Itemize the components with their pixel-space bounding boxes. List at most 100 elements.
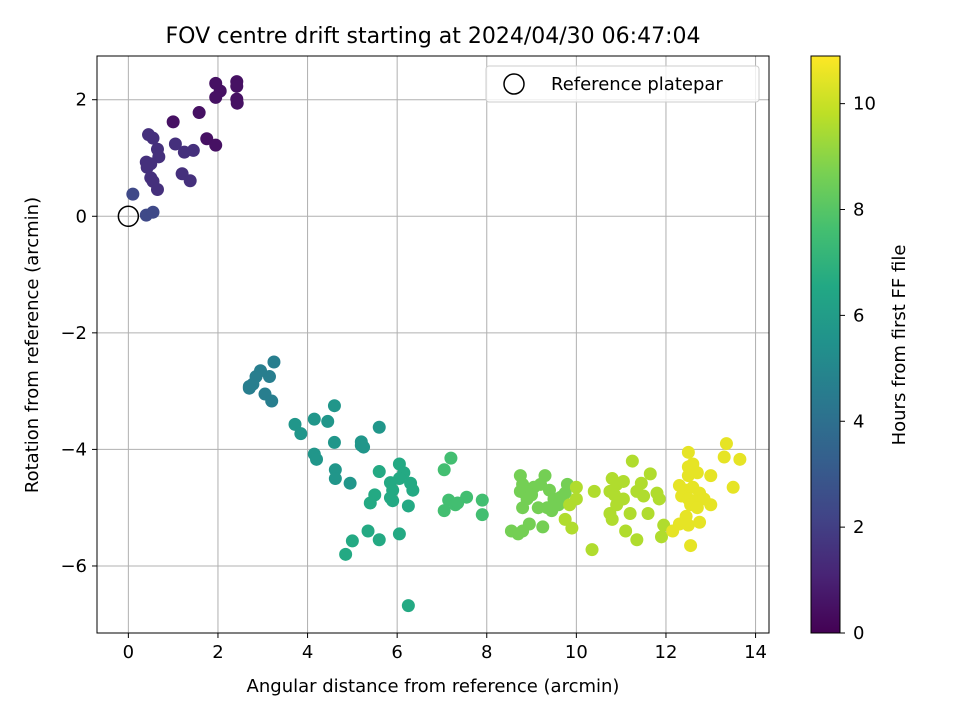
scatter-point [150,182,164,196]
y-tick-label: 2 [76,90,87,111]
scatter-point [565,521,579,535]
y-axis-ticks: 2 0 −2 −4 −6 [60,90,97,577]
x-tick-label: 14 [744,642,767,663]
scatter-point [327,399,341,413]
scatter-point [690,501,704,515]
scatter-point [587,484,601,498]
scatter-point [444,451,458,465]
scatter-point [166,115,180,129]
scatter-point [230,96,244,110]
scatter-point [637,489,651,503]
scatter-point [310,452,324,466]
y-tick-label: −2 [60,323,87,344]
colorbar-tick-label: 8 [853,200,864,221]
scatter-point [372,420,386,434]
scatter-point [726,480,740,494]
colorbar-tick-label: 10 [853,94,876,115]
legend-label-reference: Reference platepar [551,74,723,95]
scatter-point [146,205,160,219]
scatter-point [401,599,415,613]
scatter-point [554,490,568,504]
x-tick-label: 4 [302,642,313,663]
scatter-point [733,452,747,466]
scatter-point [643,467,657,481]
scatter-point [625,454,639,468]
scatter-point [140,160,154,174]
colorbar-tick-label: 4 [853,411,864,432]
x-axis-label: Angular distance from reference (arcmin) [247,676,620,697]
scatter-point [307,412,321,426]
scatter-point [288,417,302,431]
y-tick-label: 0 [76,206,87,227]
scatter-point [265,394,279,408]
scatter-point [475,508,489,522]
scatter-point [684,539,698,553]
colorbar-tick-label: 0 [853,623,864,644]
scatter-point [634,476,648,490]
y-tick-label: −6 [60,556,87,577]
x-tick-label: 2 [212,642,223,663]
scatter-point [522,517,536,531]
scatter-point [406,483,420,497]
scatter-point [294,427,308,441]
colorbar-tick-label: 6 [853,305,864,326]
x-tick-label: 0 [123,642,134,663]
colorbar-label: Hours from first FF file [889,245,910,446]
scatter-point [681,518,695,532]
scatter-point [585,543,599,557]
scatter-point [610,498,624,512]
scatter-point [536,520,550,534]
scatter-point [603,484,617,498]
scatter-point [401,499,415,513]
y-axis-label: Rotation from reference (arcmin) [22,197,43,493]
scatter-point [209,138,223,152]
scatter-point [183,174,197,188]
plot-frame [96,55,770,634]
scatter-point [451,496,465,510]
scatter-point [328,472,342,486]
scatter-point [531,501,545,515]
scatter-point [186,143,200,157]
scatter-point [719,437,733,451]
scatter-point [693,515,707,529]
scatter-point [654,530,668,544]
scatter-point [345,534,359,548]
scatter-point [437,463,451,477]
scatter-point [230,79,244,93]
scatter-point [681,445,695,459]
x-axis-ticks: 0 2 4 6 8 10 12 14 [123,633,767,663]
scatter-point [267,355,281,369]
scatter-point [641,507,655,521]
legend-box [485,65,760,103]
scatter-point [146,131,160,145]
scatter-point [525,488,539,502]
reference-platepar-marker [117,205,140,228]
scatter-point [704,469,718,483]
data-points [117,75,747,613]
colorbar: 0 2 4 6 8 10 Hours from first FF file [810,55,910,644]
legend-marker-reference [503,73,525,95]
scatter-point [372,465,386,479]
scatter-point [372,533,386,547]
y-tick-label: −4 [60,439,87,460]
colorbar-frame [810,55,841,634]
scatter-point [717,450,731,464]
colorbar-gradient [811,56,840,633]
scatter-point [437,504,451,518]
x-tick-label: 10 [565,642,588,663]
scatter-point [168,137,182,151]
x-tick-label: 6 [391,642,402,663]
chart-title: FOV centre drift starting at 2024/04/30 … [166,24,701,49]
scatter-point [321,414,335,428]
scatter-point [619,524,633,538]
legend: Reference platepar [485,65,760,103]
colorbar-ticks: 0 2 4 6 8 10 [840,94,876,644]
scatter-point [569,492,583,506]
scatter-point [209,90,223,104]
colorbar-tick-label: 2 [853,517,864,538]
scatter-point [392,527,406,541]
scatter-point [357,440,371,454]
scatter-point [339,547,353,561]
scatter-point [242,381,256,395]
x-tick-label: 8 [481,642,492,663]
